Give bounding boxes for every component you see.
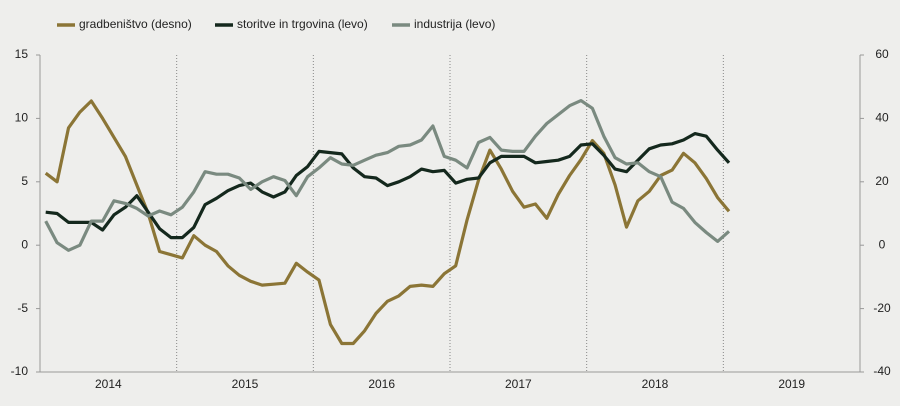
series-line (44, 99, 731, 252)
y2-tick-label: -40 (873, 364, 891, 378)
legend-label: industrija (levo) (414, 17, 495, 31)
series-line (44, 99, 731, 346)
legend-label: gradbeništvo (desno) (79, 17, 192, 31)
y2-tick-label: 20 (875, 174, 889, 188)
y-tick-label: 10 (15, 111, 29, 125)
x-tick-label: 2015 (232, 377, 259, 391)
y2-tick-label: 60 (875, 47, 889, 61)
series-line (45, 132, 731, 240)
y2-tick-label: -20 (873, 301, 891, 315)
x-tick-label: 2017 (505, 377, 532, 391)
x-tick-label: 2019 (778, 377, 805, 391)
x-tick-label: 2016 (368, 377, 395, 391)
y2-tick-label: 40 (875, 111, 889, 125)
legend-label: storitve in trgovina (levo) (237, 17, 368, 31)
y-tick-label: 15 (15, 47, 29, 61)
y-tick-label: 0 (21, 237, 28, 251)
y2-tick-label: 0 (879, 237, 886, 251)
y-tick-label: -10 (11, 364, 29, 378)
y-tick-label: 5 (21, 174, 28, 188)
y-tick-label: -5 (17, 301, 28, 315)
x-tick-label: 2018 (642, 377, 669, 391)
x-tick-label: 2014 (95, 377, 122, 391)
